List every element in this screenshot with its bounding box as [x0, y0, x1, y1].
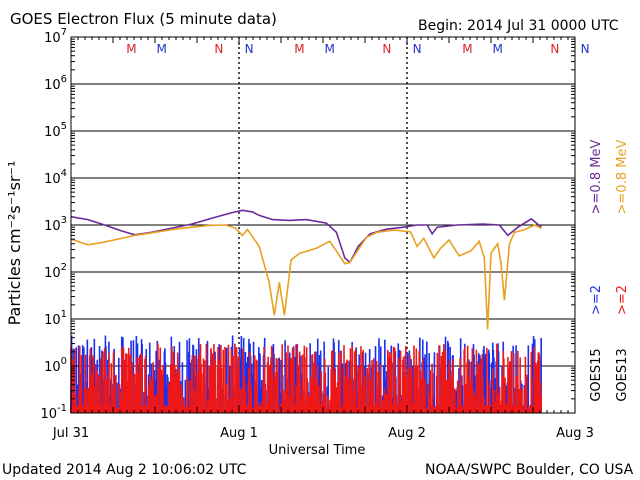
- time-marker: N: [382, 42, 391, 56]
- y-tick-label: 105: [44, 121, 67, 140]
- time-marker: N: [413, 42, 422, 56]
- chart-title: GOES Electron Flux (5 minute data): [10, 10, 277, 28]
- plot-frame: [70, 36, 576, 414]
- legend-entry: >=0.8 MeV: [589, 140, 604, 215]
- satellite-label: GOES15: [589, 348, 604, 401]
- legend-entry: >=2: [615, 285, 630, 315]
- time-marker: M: [462, 42, 472, 56]
- begin-date: Begin: 2014 Jul 31 0000 UTC: [418, 18, 619, 34]
- x-tick-label: Jul 31: [52, 426, 89, 441]
- x-tick-label: Aug 3: [556, 426, 594, 441]
- credit-text: NOAA/SWPC Boulder, CO USA: [425, 462, 634, 478]
- satellite-label: GOES13: [615, 348, 630, 401]
- y-tick-label: 103: [44, 215, 67, 234]
- y-tick-label: 104: [44, 168, 67, 187]
- time-marker: M: [294, 42, 304, 56]
- x-tick-label: Aug 1: [220, 426, 258, 441]
- series-line-0: [70, 209, 542, 264]
- y-axis-label: Particles cm⁻²s⁻¹sr⁻¹: [5, 161, 24, 326]
- time-marker: N: [581, 42, 590, 56]
- x-axis-label: Universal Time: [269, 443, 366, 458]
- noise-series-goes13: [70, 343, 542, 413]
- y-tick-label: 100: [44, 356, 67, 375]
- time-marker: M: [325, 42, 335, 56]
- updated-timestamp: Updated 2014 Aug 2 10:06:02 UTC: [2, 462, 247, 478]
- y-tick-label: 107: [44, 27, 67, 46]
- time-marker: M: [157, 42, 167, 56]
- legend-entry: >=2: [589, 285, 604, 315]
- time-marker: M: [493, 42, 503, 56]
- y-tick-label: 102: [44, 262, 67, 281]
- time-marker: N: [550, 42, 559, 56]
- y-tick-label: 101: [44, 309, 67, 328]
- time-marker: M: [126, 42, 136, 56]
- legend-entry: >=0.8 MeV: [615, 140, 630, 215]
- x-tick-label: Aug 2: [388, 426, 426, 441]
- y-tick-label: 10-1: [40, 403, 67, 422]
- time-marker: N: [214, 42, 223, 56]
- y-tick-label: 106: [44, 74, 67, 93]
- series-line-1: [70, 224, 542, 330]
- time-marker: N: [245, 42, 254, 56]
